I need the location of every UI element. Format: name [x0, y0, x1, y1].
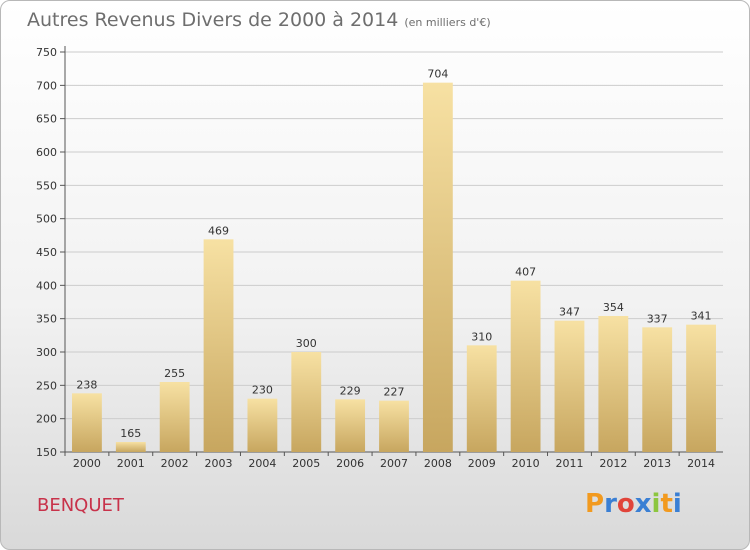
- bar: [291, 352, 322, 452]
- x-tick-label: 2001: [117, 457, 145, 470]
- x-tick-label: 2011: [555, 457, 583, 470]
- bar: [422, 82, 453, 453]
- bar-value-label: 255: [164, 367, 185, 380]
- bar-value-label: 704: [427, 68, 448, 81]
- bar: [159, 382, 190, 452]
- bar: [686, 324, 716, 452]
- x-tick-label: 2005: [292, 457, 320, 470]
- x-tick-label: 2007: [380, 457, 408, 470]
- bar-value-label: 354: [603, 301, 624, 314]
- x-tick-label: 2013: [643, 457, 671, 470]
- logo-letter: i: [651, 489, 661, 519]
- y-tick-label: 700: [36, 79, 57, 92]
- bar-value-label: 229: [340, 384, 361, 397]
- x-tick-label: 2012: [599, 457, 627, 470]
- bar-value-label: 469: [208, 224, 229, 237]
- bar: [510, 280, 541, 452]
- bar: [466, 345, 497, 452]
- bar-value-label: 407: [515, 266, 536, 279]
- logo-letter: P: [585, 489, 605, 519]
- y-tick-label: 150: [36, 446, 57, 459]
- logo-letter: o: [616, 489, 635, 519]
- x-tick-label: 2004: [248, 457, 276, 470]
- title-text: Autres Revenus Divers de 2000 à 2014: [27, 9, 399, 31]
- bar-value-label: 310: [471, 330, 492, 343]
- y-tick-label: 200: [36, 413, 57, 426]
- y-tick-label: 600: [36, 146, 57, 159]
- x-tick-label: 2002: [161, 457, 189, 470]
- x-tick-label: 2008: [424, 457, 452, 470]
- y-tick-label: 750: [36, 46, 57, 59]
- bar: [379, 400, 409, 452]
- bar-value-label: 341: [691, 310, 712, 323]
- bar: [247, 398, 278, 452]
- logo-letter: t: [660, 489, 673, 519]
- proxiti-logo: Proxiti: [585, 489, 682, 519]
- bar-value-label: 337: [647, 312, 668, 325]
- y-tick-label: 350: [36, 313, 57, 326]
- bar: [72, 393, 102, 452]
- bar-value-label: 230: [252, 384, 273, 397]
- bar-value-label: 300: [296, 337, 317, 350]
- x-tick-label: 2009: [468, 457, 496, 470]
- y-tick-label: 500: [36, 213, 57, 226]
- place-name: BENQUET: [37, 495, 124, 516]
- y-tick-label: 550: [36, 179, 57, 192]
- bar: [554, 320, 585, 452]
- subtitle-text: (en milliers d'€): [404, 16, 491, 29]
- bar-value-label: 227: [384, 386, 405, 399]
- x-tick-label: 2000: [73, 457, 101, 470]
- x-tick-label: 2014: [687, 457, 715, 470]
- x-tick-label: 2003: [205, 457, 233, 470]
- y-tick-label: 300: [36, 346, 57, 359]
- bar-value-label: 238: [76, 378, 97, 391]
- logo-letter: r: [604, 489, 617, 519]
- chart-title: Autres Revenus Divers de 2000 à 2014 (en …: [27, 9, 491, 31]
- y-tick-label: 400: [36, 279, 57, 292]
- logo-letter: x: [634, 489, 652, 519]
- bar: [598, 316, 629, 452]
- y-tick-label: 250: [36, 379, 57, 392]
- bar: [115, 442, 146, 452]
- bar: [203, 239, 234, 452]
- y-tick-label: 650: [36, 113, 57, 126]
- bar: [642, 327, 673, 452]
- bar-value-label: 165: [120, 427, 141, 440]
- x-tick-label: 2006: [336, 457, 364, 470]
- logo-letter: i: [672, 489, 682, 519]
- bar: [335, 399, 366, 452]
- y-tick-label: 450: [36, 246, 57, 259]
- bar-value-label: 347: [559, 306, 580, 319]
- x-tick-label: 2010: [512, 457, 540, 470]
